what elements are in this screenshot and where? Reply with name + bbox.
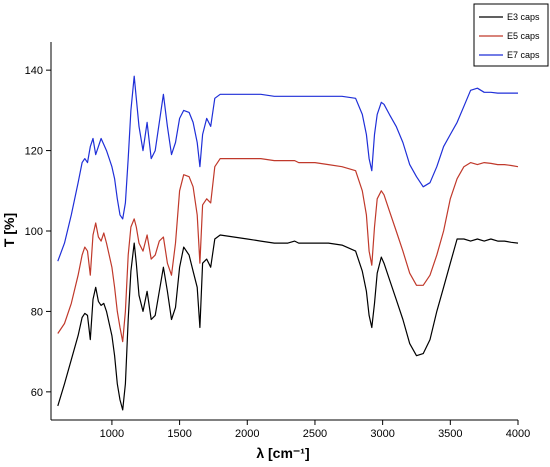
y-axis-title: T [%] [1, 213, 17, 247]
y-tick-label: 60 [31, 387, 43, 399]
x-tick-label: 2500 [303, 428, 327, 440]
plot-area [57, 75, 519, 411]
legend-label: E5 caps [507, 31, 540, 41]
x-tick-label: 1500 [167, 428, 191, 440]
y-tick-label: 120 [25, 146, 43, 158]
x-tick-label: 3000 [370, 428, 394, 440]
x-tick-label: 2000 [235, 428, 259, 440]
x-tick-label: 1000 [100, 428, 124, 440]
series-line-e3-caps [57, 234, 519, 411]
y-tick-label: 140 [25, 65, 43, 77]
x-axis-title: λ [cm⁻¹] [256, 445, 309, 461]
legend-label: E7 caps [507, 50, 540, 60]
y-tick-label: 100 [25, 226, 43, 238]
y-tick-label: 80 [31, 306, 43, 318]
x-tick-label: 4000 [506, 428, 530, 440]
legend: E3 caps E5 caps E7 caps [473, 3, 549, 67]
legend-box [473, 3, 549, 67]
series-line-e7-caps [57, 75, 518, 262]
x-axis-ticks: 1000 1500 2000 2500 3000 3500 4000 [100, 420, 530, 440]
x-tick-label: 3500 [438, 428, 462, 440]
y-axis-ticks: 60 80 100 120 140 [25, 65, 51, 399]
legend-label: E3 caps [507, 12, 540, 22]
series-line-e5-caps [57, 158, 519, 343]
